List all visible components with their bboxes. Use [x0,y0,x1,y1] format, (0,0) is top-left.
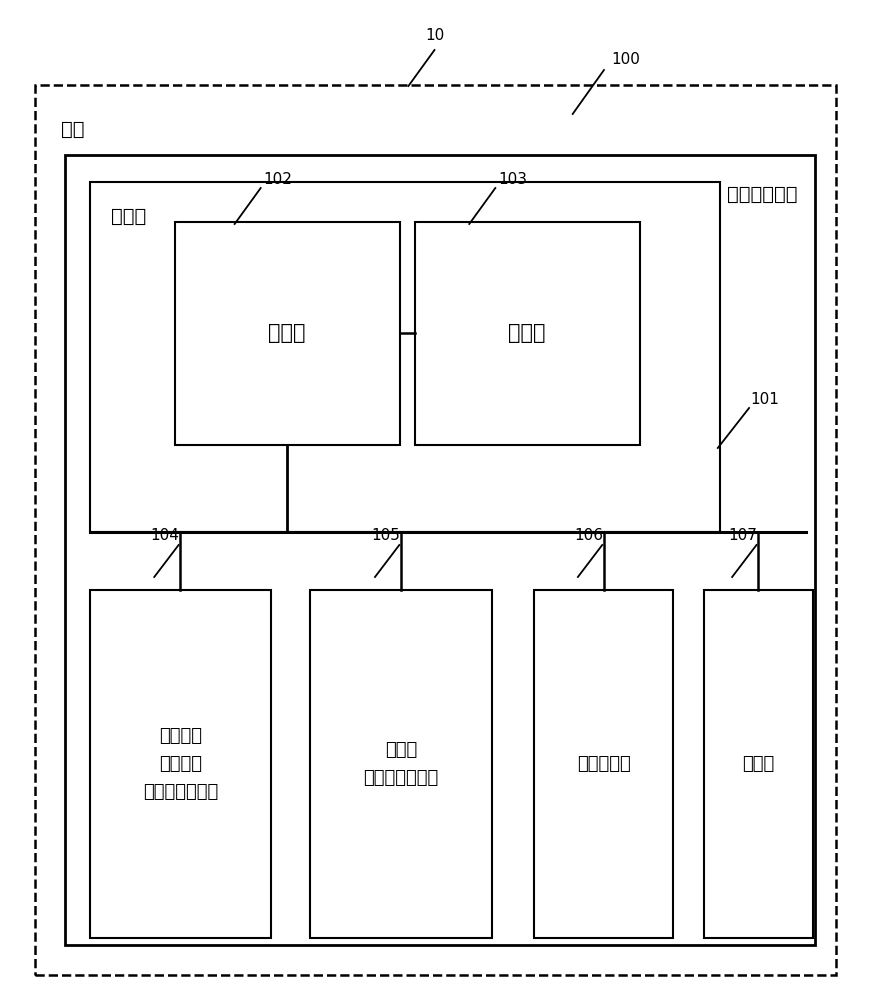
Bar [704,590,813,938]
Bar [415,222,640,445]
Bar [175,222,400,445]
Text: 102: 102 [263,172,293,188]
Bar [35,85,836,975]
Text: 显示器: 显示器 [742,755,774,773]
Text: 105: 105 [371,528,400,542]
Text: 摄像机
（周边检测部）: 摄像机 （周边检测部） [363,741,439,787]
Text: 10: 10 [425,27,444,42]
Text: 101: 101 [750,392,779,408]
Text: 驾驶辅助装置: 驾驶辅助装置 [727,185,798,204]
Text: 车辆: 车辆 [61,120,84,139]
Text: 100: 100 [611,52,640,68]
Bar [90,182,720,532]
Bar [65,155,815,945]
Text: 107: 107 [728,528,757,542]
Text: 106: 106 [574,528,603,542]
Text: 104: 104 [150,528,179,542]
Bar [534,590,673,938]
Text: 视点传感器: 视点传感器 [577,755,631,773]
Text: 图像处理
用处理器
（显示控制部）: 图像处理 用处理器 （显示控制部） [143,727,218,801]
Bar [90,590,271,938]
Text: 存储器: 存储器 [508,323,546,343]
Text: 处理器: 处理器 [269,323,306,343]
Text: 103: 103 [498,172,527,188]
Bar [310,590,492,938]
Text: 控制部: 控制部 [111,207,147,226]
